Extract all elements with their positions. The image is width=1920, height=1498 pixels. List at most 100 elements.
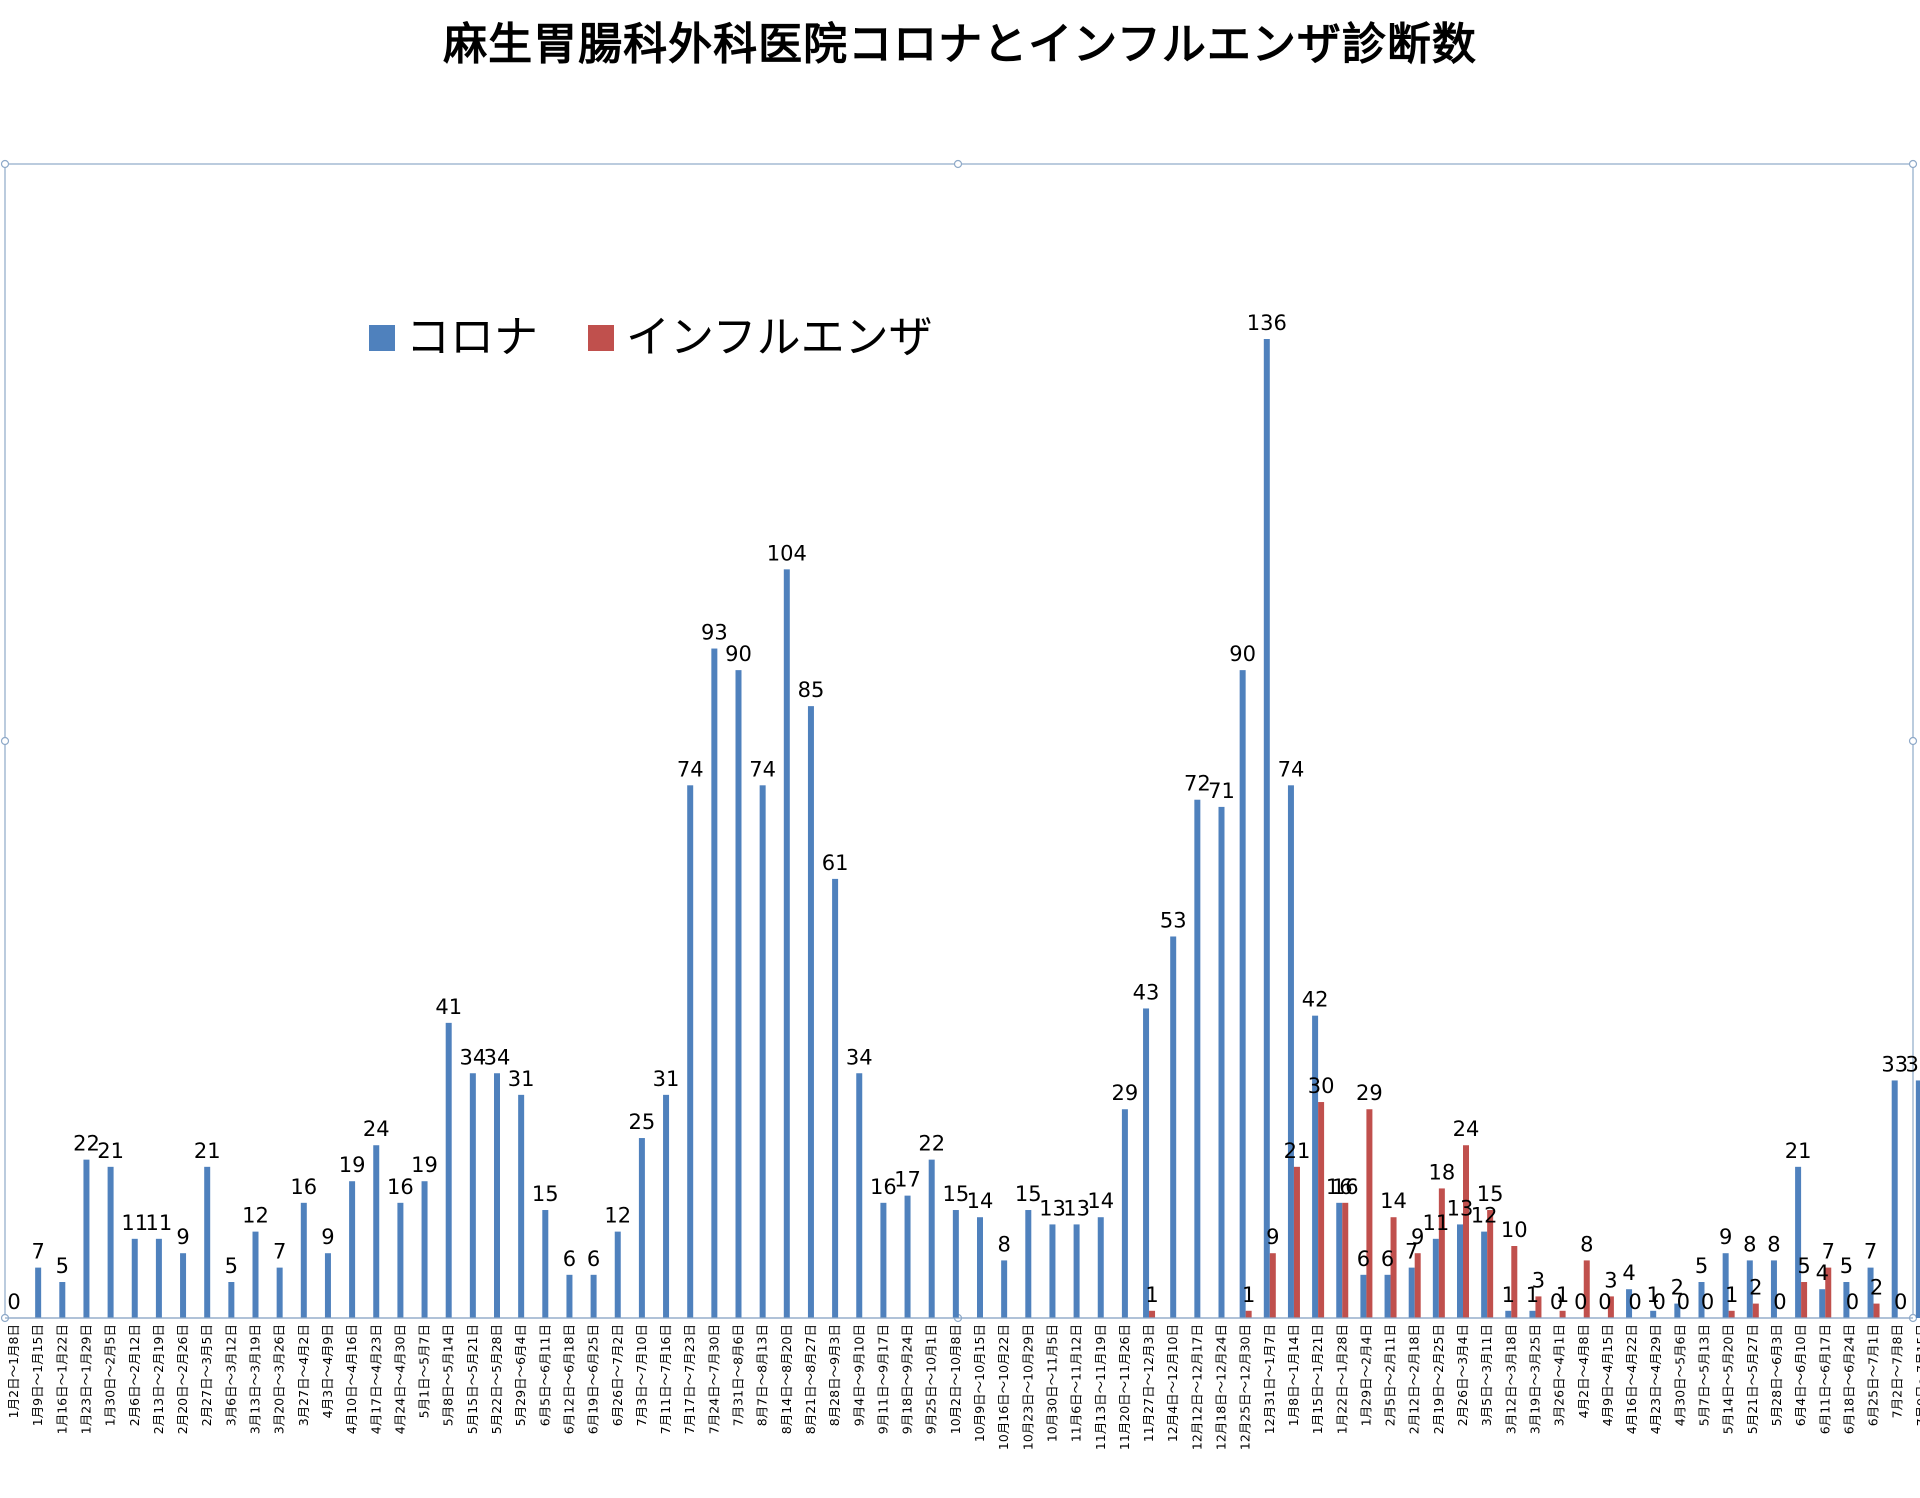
selection-handle — [953, 159, 963, 169]
series-corona-bars — [35, 339, 1920, 1319]
data-label-influenza: 1 — [1556, 1283, 1569, 1307]
x-tick-label: 3月19日～3月25日 — [1527, 1324, 1542, 1434]
data-label-corona: 15 — [942, 1182, 969, 1206]
data-label-corona: 12 — [604, 1204, 631, 1228]
x-tick-label: 9月4日～9月10日 — [851, 1324, 866, 1426]
x-tick-label: 2月20日～2月26日 — [175, 1324, 190, 1434]
bar-influenza — [1269, 1253, 1276, 1318]
bar-corona — [880, 1202, 887, 1318]
bar-corona — [1073, 1224, 1080, 1318]
bar-corona — [1650, 1310, 1657, 1318]
data-label-influenza: 0 — [1628, 1290, 1641, 1314]
data-label-corona: 13 — [1039, 1196, 1066, 1220]
x-tick-label: 8月28日～9月3日 — [827, 1324, 842, 1426]
bar-corona — [421, 1181, 428, 1318]
data-label-influenza: 15 — [1477, 1182, 1504, 1206]
data-label-corona: 29 — [1112, 1081, 1139, 1105]
data-label-corona: 11 — [1422, 1211, 1449, 1235]
bar-corona — [1097, 1217, 1104, 1318]
x-tick-label: 1月23日～1月29日 — [78, 1324, 93, 1434]
data-label-corona: 43 — [1133, 980, 1160, 1004]
x-tick-label: 4月23日～4月29日 — [1648, 1324, 1663, 1434]
x-tick-label: 3月26日～4月1日 — [1552, 1324, 1567, 1426]
x-tick-label: 4月2日～4月8日 — [1576, 1324, 1591, 1418]
data-label-corona: 5 — [1840, 1254, 1853, 1278]
bar-influenza — [1149, 1310, 1156, 1318]
data-label-influenza: 24 — [1453, 1117, 1480, 1141]
x-tick-label: 1月9日～1月15日 — [30, 1324, 45, 1426]
x-tick-label: 6月19日～6月25日 — [586, 1324, 601, 1434]
data-label-influenza: 1 — [1918, 1283, 1920, 1307]
data-label-corona: 13 — [1063, 1196, 1090, 1220]
bar-corona — [1121, 1109, 1128, 1318]
bar-corona — [952, 1210, 959, 1318]
data-label-influenza: 0 — [1653, 1290, 1666, 1314]
bar-corona — [856, 1073, 863, 1318]
data-label-corona: 2 — [1671, 1276, 1684, 1300]
data-label-corona: 17 — [894, 1168, 921, 1192]
bar-corona — [1770, 1260, 1777, 1318]
plot-frame — [4, 163, 1914, 1319]
data-label-influenza: 0 — [1894, 1290, 1907, 1314]
data-label-corona: 34 — [459, 1045, 486, 1069]
bar-corona — [542, 1210, 549, 1318]
data-label-corona: 14 — [1087, 1189, 1114, 1213]
bar-corona — [469, 1073, 476, 1318]
bar-corona — [928, 1159, 935, 1318]
bar-corona — [687, 785, 694, 1318]
data-label-corona: 1 — [1526, 1283, 1539, 1307]
data-label-corona: 14 — [967, 1189, 994, 1213]
x-tick-label: 10月2日～10月8日 — [948, 1324, 963, 1434]
x-tick-label: 3月20日～3月26日 — [272, 1324, 287, 1434]
x-tick-label: 4月3日～4月9日 — [320, 1324, 335, 1418]
data-label-influenza: 9 — [1411, 1225, 1424, 1249]
x-tick-label: 6月11日～6月17日 — [1817, 1324, 1832, 1434]
data-label-corona: 33 — [1905, 1052, 1920, 1076]
x-tick-label: 6月18日～6月24日 — [1841, 1324, 1856, 1434]
data-label-corona: 93 — [701, 621, 728, 645]
bar-corona — [711, 648, 718, 1318]
bar-corona — [324, 1253, 331, 1318]
data-label-influenza: 1 — [1145, 1283, 1158, 1307]
x-tick-label: 10月23日～10月29日 — [1020, 1324, 1035, 1450]
data-label-corona: 7 — [273, 1240, 286, 1264]
x-tick-label: 2月19日～2月25日 — [1431, 1324, 1446, 1434]
bar-corona — [1170, 936, 1177, 1318]
data-label-corona: 7 — [31, 1240, 44, 1264]
data-label-corona: 6 — [1357, 1247, 1370, 1271]
data-label-influenza: 10 — [1501, 1218, 1528, 1242]
data-label-corona: 8 — [1743, 1232, 1756, 1256]
data-label-corona: 34 — [846, 1045, 873, 1069]
bar-corona — [35, 1267, 42, 1318]
x-tick-label: 1月30日～2月5日 — [103, 1324, 118, 1426]
data-label-corona: 42 — [1302, 988, 1329, 1012]
data-label-corona: 15 — [532, 1182, 559, 1206]
bar-corona — [1481, 1231, 1488, 1318]
bar-influenza — [1607, 1296, 1614, 1318]
x-tick-label: 5月29日～6月4日 — [513, 1324, 528, 1426]
data-label-corona: 74 — [1278, 757, 1305, 781]
data-label-corona: 74 — [677, 757, 704, 781]
data-label-corona: 74 — [749, 757, 776, 781]
bar-influenza — [1366, 1109, 1373, 1318]
x-tick-label: 4月30日～5月6日 — [1672, 1324, 1687, 1426]
data-label-influenza: 29 — [1356, 1081, 1383, 1105]
x-tick-label: 7月24日～7月30日 — [706, 1324, 721, 1434]
bar-corona — [783, 569, 790, 1318]
x-tick-label: 9月11日～9月17日 — [875, 1324, 890, 1434]
data-label-influenza: 5 — [1797, 1254, 1810, 1278]
bar-corona — [1312, 1015, 1319, 1318]
bar-influenza — [1390, 1217, 1397, 1318]
bar-corona — [735, 670, 742, 1318]
bar-corona — [252, 1231, 259, 1318]
x-tick-label: 9月25日～10月1日 — [924, 1324, 939, 1434]
x-tick-label: 1月15日～1月21日 — [1310, 1324, 1325, 1434]
data-label-influenza: 9 — [1266, 1225, 1279, 1249]
data-label-corona: 6 — [587, 1247, 600, 1271]
x-tick-label: 1月16日～1月22日 — [54, 1324, 69, 1434]
bar-corona — [155, 1238, 162, 1318]
x-tick-label: 6月26日～7月2日 — [610, 1324, 625, 1426]
bar-corona — [1408, 1267, 1415, 1318]
data-label-corona: 9 — [176, 1225, 189, 1249]
